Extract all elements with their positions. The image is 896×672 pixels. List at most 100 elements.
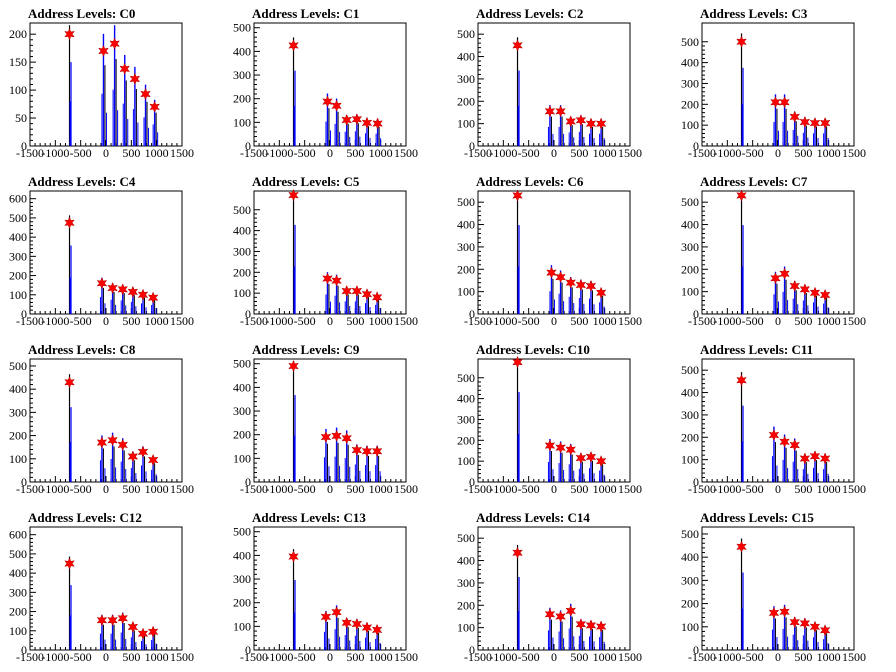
plot-frame	[477, 526, 631, 651]
x-tick-label: -1000	[713, 146, 741, 160]
x-tick-label: 0	[103, 146, 109, 160]
x-tick-label: 0	[327, 314, 333, 328]
peak-marker	[64, 28, 75, 41]
y-tick-label: 0	[21, 307, 27, 321]
x-tick-label: 1000	[369, 146, 393, 160]
peak-marker	[585, 117, 597, 130]
peak-marker	[147, 453, 159, 467]
x-tick-label: -500	[70, 482, 92, 496]
chart-title: Address Levels: C13	[252, 510, 366, 525]
y-tick-label: 0	[469, 307, 475, 321]
plot-frame	[29, 190, 183, 315]
peak-marker	[341, 616, 353, 629]
x-tick-label: 0	[775, 146, 781, 160]
y-tick-label: 100	[9, 83, 27, 97]
x-tick-label: -500	[742, 650, 764, 664]
x-tick-label: 0	[551, 650, 557, 664]
chart-title: Address Levels: C5	[252, 174, 360, 189]
y-tick-label: 0	[245, 643, 251, 657]
x-tick-label: 500	[794, 650, 812, 664]
peak-marker	[585, 450, 597, 464]
y-tick-label: 300	[9, 405, 27, 419]
y-tick-label: 400	[9, 230, 27, 244]
chart-panel: Address Levels: C11 0 100 200 300 400 500 -1500…	[681, 342, 866, 496]
peak-marker	[117, 283, 129, 296]
x-tick-label: 500	[794, 482, 812, 496]
plot-frame	[253, 190, 407, 315]
peak-marker	[147, 625, 159, 638]
x-tick-label: 500	[122, 314, 140, 328]
peak-marker	[107, 614, 118, 627]
peak-marker	[361, 621, 373, 634]
x-tick-label: 1000	[593, 650, 617, 664]
x-tick-label: -1500	[16, 650, 44, 664]
peak-marker	[117, 438, 129, 452]
y-tick-label: 300	[233, 244, 251, 258]
y-tick-label: 300	[233, 404, 251, 418]
chart-panel: Address Levels: C4 0 100 200 300 400 500 600 -15…	[9, 174, 194, 328]
x-tick-label: -1500	[688, 314, 716, 328]
x-tick-label: 0	[103, 314, 109, 328]
peak-marker	[595, 286, 607, 299]
peak-marker	[779, 267, 790, 280]
x-tick-label: -1500	[240, 146, 268, 160]
x-tick-label: -1500	[16, 482, 44, 496]
x-tick-label: 1000	[817, 314, 841, 328]
peak-marker	[331, 274, 342, 287]
x-tick-label: 1500	[170, 482, 194, 496]
y-tick-label: 0	[245, 307, 251, 321]
peak-marker	[371, 623, 383, 637]
x-tick-label: 500	[122, 146, 140, 160]
y-tick-label: 0	[21, 475, 27, 489]
x-tick-label: -1000	[41, 146, 69, 160]
peak-marker	[109, 37, 120, 50]
x-tick-label: 1500	[842, 650, 866, 664]
x-tick-label: -1500	[240, 482, 268, 496]
x-tick-label: -1500	[688, 650, 716, 664]
y-tick-label: 100	[457, 285, 475, 299]
y-tick-label: 500	[681, 527, 699, 541]
peak-marker	[768, 428, 780, 442]
x-tick-label: 500	[570, 146, 588, 160]
x-tick-label: 0	[775, 482, 781, 496]
chart-title: Address Levels: C10	[476, 342, 590, 357]
peak-marker	[288, 189, 299, 202]
peak-marker	[140, 87, 151, 101]
y-tick-label: 200	[233, 265, 251, 279]
y-tick-label: 100	[233, 619, 251, 633]
y-tick-label: 100	[457, 117, 475, 131]
y-tick-label: 100	[9, 624, 27, 638]
peak-marker	[799, 452, 811, 465]
y-tick-label: 500	[681, 195, 699, 209]
peak-marker	[544, 105, 556, 118]
y-tick-label: 500	[9, 547, 27, 561]
peak-marker	[819, 452, 831, 465]
peak-marker	[544, 439, 556, 452]
y-tick-label: 300	[681, 76, 699, 90]
y-tick-label: 200	[9, 27, 27, 41]
x-tick-label: 1000	[369, 650, 393, 664]
peak-marker	[585, 619, 597, 632]
y-tick-label: 300	[457, 412, 475, 426]
peak-marker	[64, 557, 75, 570]
x-tick-label: -1500	[16, 146, 44, 160]
x-tick-label: -1500	[688, 482, 716, 496]
peak-marker	[96, 436, 108, 449]
y-tick-label: 400	[9, 566, 27, 580]
peak-marker	[575, 451, 587, 465]
x-tick-label: -500	[70, 650, 92, 664]
peak-marker	[546, 266, 557, 279]
peak-marker	[119, 62, 131, 75]
y-tick-label: 400	[233, 380, 251, 394]
peak-marker	[371, 291, 383, 304]
x-tick-label: 0	[327, 650, 333, 664]
y-tick-label: 500	[9, 211, 27, 225]
y-tick-label: 100	[233, 286, 251, 300]
chart-title: Address Levels: C9	[252, 342, 360, 357]
peak-marker	[819, 116, 831, 130]
y-tick-label: 200	[233, 428, 251, 442]
y-tick-label: 300	[457, 72, 475, 86]
x-tick-label: -500	[294, 482, 316, 496]
peak-marker	[809, 620, 821, 633]
chart-panel: Address Levels: C70100200300400500-1500-…	[681, 174, 866, 328]
